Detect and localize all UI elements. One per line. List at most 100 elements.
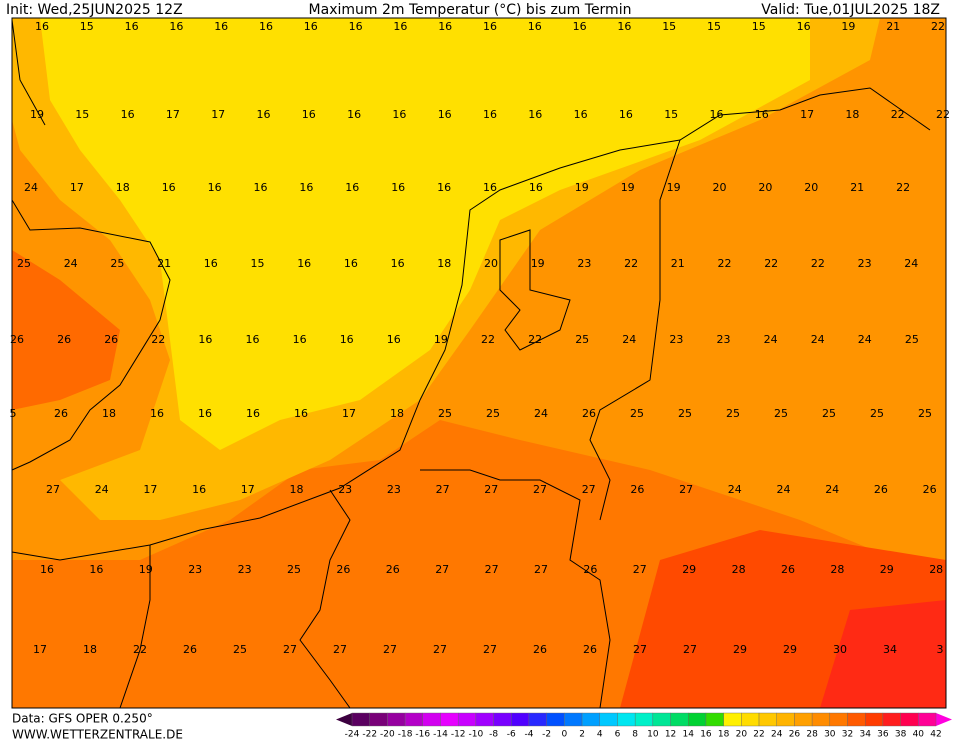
temperature-value: 22 <box>811 257 825 270</box>
legend-swatch <box>493 712 512 727</box>
temperature-value: 25 <box>774 407 788 420</box>
temperature-value: 24 <box>904 257 918 270</box>
temperature-value: 16 <box>214 20 228 33</box>
field <box>820 600 946 708</box>
temperature-value: 17 <box>33 643 47 656</box>
legend-label: 30 <box>824 730 836 740</box>
temperature-value: 27 <box>683 643 697 656</box>
temperature-value: 16 <box>259 20 273 33</box>
temperature-value: 15 <box>752 20 766 33</box>
temperature-value: 26 <box>582 407 596 420</box>
legend-swatch <box>599 712 618 727</box>
temperature-value: 25 <box>678 407 692 420</box>
legend-label: 18 <box>718 730 730 740</box>
temperature-value: 25 <box>575 333 589 346</box>
temperature-value: 19 <box>621 181 635 194</box>
coastline <box>11 87 931 561</box>
temperature-value: 16 <box>710 108 724 121</box>
temperature-value: 19 <box>139 563 153 576</box>
temperature-value: 19 <box>434 333 448 346</box>
legend-swatch <box>794 712 813 727</box>
temperature-value: 26 <box>533 643 547 656</box>
legend-swatch <box>670 712 689 727</box>
temperature-value: 17 <box>143 483 157 496</box>
legend-label: 0 <box>561 730 567 740</box>
legend-swatch <box>634 712 654 727</box>
temperature-value: 22 <box>931 20 945 33</box>
temperature-value: 16 <box>208 181 222 194</box>
temperature-value: 16 <box>198 333 212 346</box>
temperature-value: 16 <box>393 20 407 33</box>
temperature-value: 25 <box>486 407 500 420</box>
legend-swatch <box>865 712 884 727</box>
temperature-value: 22 <box>133 643 147 656</box>
temperature-value: 16 <box>347 108 361 121</box>
temperature-value: 27 <box>533 483 547 496</box>
legend-swatch <box>511 712 530 727</box>
temperature-value: 16 <box>121 108 135 121</box>
legend-high-arrow <box>936 713 952 726</box>
temperature-value: 27 <box>435 563 449 576</box>
legend-swatch <box>900 712 919 727</box>
temperature-value: 25 <box>918 407 932 420</box>
temperature-value: 16 <box>304 20 318 33</box>
legend-swatch <box>705 712 724 727</box>
temperature-value: 16 <box>349 20 363 33</box>
temperature-value: 16 <box>204 257 218 270</box>
temperature-value: 18 <box>390 407 404 420</box>
temperature-value: 16 <box>192 483 206 496</box>
temperature-value: 20 <box>713 181 727 194</box>
legend-label: -22 <box>362 730 377 740</box>
map-area <box>11 18 946 709</box>
temperature-value: 26 <box>583 563 597 576</box>
temperature-value: 21 <box>157 257 171 270</box>
temperature-value: 15 <box>80 20 94 33</box>
temperature-value: 29 <box>733 643 747 656</box>
temperature-value: 16 <box>528 108 542 121</box>
temperature-value: 28 <box>732 563 746 576</box>
temperature-value: 18 <box>845 108 859 121</box>
temperature-value: 16 <box>483 20 497 33</box>
temperature-value: 26 <box>583 643 597 656</box>
temperature-value: 26 <box>183 643 197 656</box>
legend-label: 10 <box>647 730 659 740</box>
temperature-value: 18 <box>437 257 451 270</box>
temperature-value: 16 <box>437 181 451 194</box>
temperature-value: 17 <box>166 108 180 121</box>
temperature-value: 16 <box>438 20 452 33</box>
temperature-value: 25 <box>110 257 124 270</box>
legend-label: 12 <box>665 730 676 740</box>
legend-swatch <box>440 712 459 727</box>
legend-label: 32 <box>842 730 853 740</box>
legend-low-arrow <box>336 713 352 726</box>
temperature-value: 25 <box>905 333 919 346</box>
site-name: WWW.WETTERZENTRALE.DE <box>12 728 183 741</box>
temperature-value: 20 <box>484 257 498 270</box>
temperature-value: 27 <box>485 563 499 576</box>
legend-swatch <box>652 712 671 727</box>
temperature-value: 27 <box>433 643 447 656</box>
temperature-value: 19 <box>30 108 44 121</box>
legend-label: -18 <box>398 730 413 740</box>
temperature-value: 25 <box>17 257 31 270</box>
temperature-value: 22 <box>718 257 732 270</box>
temperature-value: 29 <box>783 643 797 656</box>
temperature-value: 27 <box>483 643 497 656</box>
temperature-value: 16 <box>246 333 260 346</box>
field <box>40 18 810 450</box>
temperature-value: 30 <box>833 643 847 656</box>
temperature-value: 16 <box>755 108 769 121</box>
temperature-value: 17 <box>342 407 356 420</box>
temperature-value: 24 <box>64 257 78 270</box>
legend-swatch <box>811 712 831 727</box>
temperature-value: 16 <box>391 257 405 270</box>
temperature-value: 16 <box>302 108 316 121</box>
legend-label: 24 <box>771 730 783 740</box>
temperature-value: 22 <box>528 333 542 346</box>
temperature-value: 19 <box>841 20 855 33</box>
temperature-value: 24 <box>728 483 742 496</box>
temperature-value: 27 <box>679 483 693 496</box>
temperature-value: 34 <box>883 643 897 656</box>
